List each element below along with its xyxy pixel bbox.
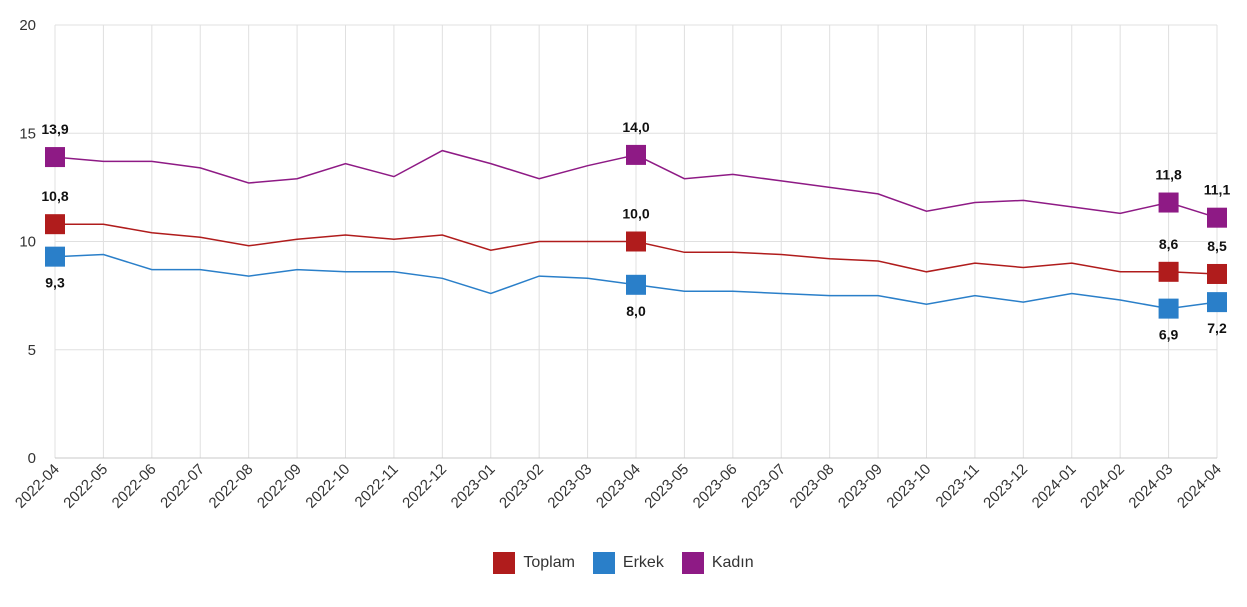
x-tick-label: 2024-02	[1077, 461, 1128, 512]
x-tick-label: 2022-07	[157, 461, 208, 512]
x-tick-label: 2022-08	[206, 461, 257, 512]
data-label: 7,2	[1207, 320, 1227, 336]
x-tick-label: 2023-11	[933, 461, 983, 511]
legend-item-toplam[interactable]: Toplam	[493, 552, 575, 574]
data-labels: 10,8 10,0 8,6 8,5 9,3 8,0 6,9 7,2 13,9 14,0 11,8 11…	[41, 119, 1230, 343]
legend-label: Toplam	[523, 554, 575, 571]
x-tick-label: 2023-12	[980, 461, 1031, 512]
data-point-marker[interactable]	[626, 274, 646, 295]
x-tick-label: 2022-06	[109, 461, 160, 512]
data-label: 11,8	[1155, 167, 1182, 183]
y-tick-label: 15	[19, 125, 36, 142]
x-tick-label: 2022-12	[399, 461, 450, 512]
data-point-marker[interactable]	[626, 231, 646, 252]
x-tick-label: 2022-10	[302, 461, 353, 512]
data-label: 10,0	[622, 206, 649, 222]
data-label: 9,3	[45, 275, 65, 291]
x-tick-label: 2024-01	[1029, 461, 1080, 512]
x-tick-label: 2024-03	[1125, 461, 1176, 512]
x-axis: 2022-042022-052022-062022-072022-082022-…	[12, 457, 1225, 512]
data-point-marker[interactable]	[45, 147, 65, 168]
x-tick-label: 2024-04	[1174, 461, 1225, 512]
x-tick-label: 2022-04	[12, 461, 63, 512]
data-point-marker[interactable]	[1158, 261, 1179, 282]
series-group	[45, 144, 1227, 319]
legend-item-kadın[interactable]: Kadın	[681, 552, 754, 574]
y-tick-label: 0	[28, 450, 36, 467]
data-point-marker[interactable]	[1158, 298, 1179, 319]
y-tick-label: 20	[19, 17, 36, 34]
y-tick-label: 10	[19, 234, 36, 251]
x-tick-label: 2023-03	[544, 461, 595, 512]
x-tick-label: 2023-02	[496, 461, 547, 512]
x-tick-label: 2023-01	[448, 461, 499, 512]
legend-swatch	[681, 552, 704, 574]
x-tick-label: 2023-08	[787, 461, 838, 512]
legend-item-erkek[interactable]: Erkek	[592, 552, 664, 574]
y-tick-label: 5	[28, 342, 36, 359]
x-tick-label: 2023-07	[738, 461, 789, 512]
data-label: 6,9	[1159, 327, 1179, 343]
x-tick-label: 2022-11	[352, 461, 402, 511]
data-label: 14,0	[622, 119, 649, 135]
data-point-marker[interactable]	[45, 246, 65, 267]
legend-swatch	[493, 552, 516, 574]
legend-swatch	[592, 552, 615, 574]
chart-legend: Toplam Erkek Kadın	[0, 552, 1247, 574]
x-tick-label: 2022-09	[254, 461, 305, 512]
data-label: 13,9	[41, 121, 68, 137]
y-axis: 0 5 10 15 20	[19, 17, 36, 467]
x-tick-label: 2022-05	[60, 461, 111, 512]
data-label: 11,1	[1204, 182, 1231, 198]
data-label: 10,8	[41, 188, 68, 204]
data-label: 8,5	[1207, 238, 1227, 254]
legend-label: Kadın	[711, 554, 754, 571]
data-point-marker[interactable]	[45, 214, 65, 235]
data-label: 8,6	[1159, 236, 1179, 252]
data-point-marker[interactable]	[1158, 192, 1179, 213]
legend-label: Erkek	[622, 554, 664, 571]
data-point-marker[interactable]	[1207, 292, 1227, 313]
x-tick-label: 2023-05	[641, 461, 692, 512]
data-point-marker[interactable]	[1207, 207, 1227, 228]
data-point-marker[interactable]	[626, 144, 646, 165]
data-point-marker[interactable]	[1207, 263, 1227, 284]
x-tick-label: 2023-06	[690, 461, 741, 512]
x-tick-label: 2023-09	[835, 461, 886, 512]
x-tick-label: 2023-10	[883, 461, 934, 512]
x-tick-label: 2023-04	[593, 461, 644, 512]
data-label: 8,0	[626, 303, 646, 319]
